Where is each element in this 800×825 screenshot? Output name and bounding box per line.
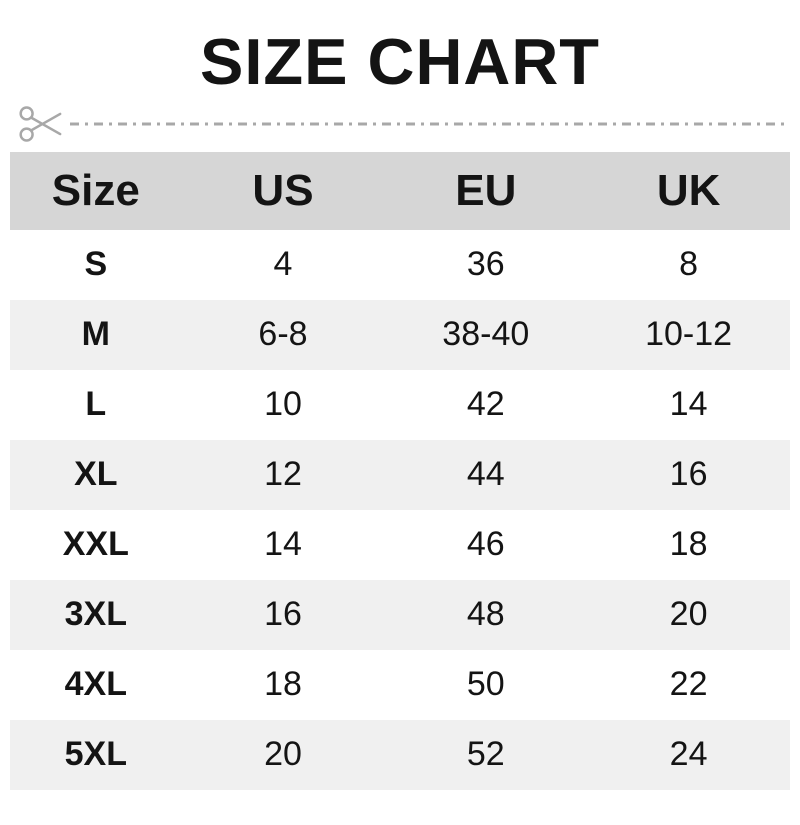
uk-cell: 8 (679, 245, 699, 284)
us-cell: 6-8 (258, 315, 308, 354)
size-cell: 3XL (64, 595, 127, 634)
us-cell: 20 (264, 735, 302, 774)
eu-cell: 52 (466, 735, 505, 774)
us-cell: 12 (264, 455, 302, 494)
uk-cell: 10-12 (645, 315, 733, 354)
size-table: Size US EU UK S 4 36 8 M 6-8 38-40 10-12… (10, 151, 790, 790)
eu-cell: 42 (466, 385, 505, 424)
uk-cell: 22 (669, 665, 708, 704)
us-cell: 14 (264, 525, 302, 564)
us-cell: 18 (264, 665, 302, 704)
dash-dot-cut-line (70, 122, 788, 126)
cut-line-row (18, 100, 788, 148)
eu-cell: 36 (466, 245, 505, 284)
uk-cell: 16 (669, 455, 708, 494)
size-cell: 5XL (64, 735, 127, 774)
eu-cell: 46 (466, 525, 505, 564)
column-header-eu: EU (384, 151, 588, 230)
table-row-3xl: 3XL 16 48 20 (10, 579, 790, 650)
column-header-size: Size (10, 151, 182, 230)
table-row-xxl: XXL 14 46 18 (10, 510, 790, 580)
header-row: Size US EU UK (10, 151, 790, 230)
table-row-m: M 6-8 38-40 10-12 (10, 299, 790, 370)
uk-cell: 18 (669, 525, 708, 564)
table-row-5xl: 5XL 20 52 24 (10, 719, 790, 790)
uk-cell: 24 (669, 735, 708, 774)
size-table-body: S 4 36 8 M 6-8 38-40 10-12 L 10 42 14 XL… (10, 230, 790, 790)
eu-cell: 38-40 (442, 315, 530, 354)
table-row-4xl: 4XL 18 50 22 (10, 650, 790, 720)
page-title: SIZE CHART (200, 25, 600, 98)
size-cell: XXL (62, 525, 129, 564)
size-cell: L (85, 385, 107, 424)
us-cell: 10 (264, 385, 302, 424)
size-cell: S (84, 245, 108, 284)
size-cell: 4XL (64, 665, 127, 704)
uk-cell: 20 (669, 595, 708, 634)
eu-cell: 44 (466, 455, 505, 494)
table-row-l: L 10 42 14 (10, 370, 790, 440)
eu-cell: 48 (466, 595, 505, 634)
column-header-us: US (181, 151, 385, 230)
uk-cell: 14 (669, 385, 708, 424)
size-table-header: Size US EU UK (10, 151, 790, 230)
table-row-xl: XL 12 44 16 (10, 439, 790, 510)
column-header-uk: UK (587, 151, 790, 230)
us-cell: 4 (273, 245, 293, 284)
eu-cell: 50 (466, 665, 505, 704)
size-cell: XL (74, 455, 118, 494)
size-chart-page: SIZE CHART Size US EU UK S 4 (0, 25, 800, 825)
table-row-s: S 4 36 8 (10, 230, 790, 300)
scissors-icon (19, 106, 62, 142)
size-cell: M (81, 315, 110, 354)
us-cell: 16 (264, 595, 302, 634)
